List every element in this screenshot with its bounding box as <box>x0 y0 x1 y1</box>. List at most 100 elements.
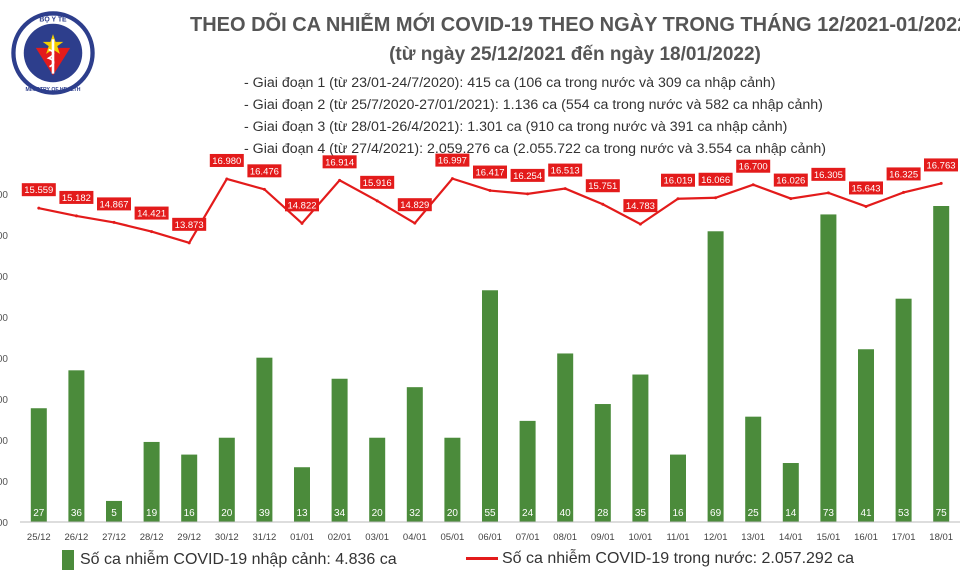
x-tick-label: 27/12 <box>102 532 126 543</box>
line-value-label: 14.421 <box>137 209 166 220</box>
bar-value-label: 16 <box>672 508 684 519</box>
x-tick-label: 29/12 <box>177 532 201 543</box>
x-tick-label: 06/01 <box>478 532 502 543</box>
line-label-box <box>59 190 94 204</box>
bar-value-label: 5 <box>111 508 117 519</box>
y-tick-label: 000 <box>0 190 8 201</box>
line-value-label: 16.980 <box>212 156 241 167</box>
line-label-box <box>247 164 282 178</box>
bar <box>632 374 649 522</box>
y-tick-label: 000 <box>0 354 8 365</box>
chart-title: THEO DÕI CA NHIỄM MỚI COVID-19 THEO NGÀY… <box>190 14 960 36</box>
y-tick-label: 000 <box>0 395 8 406</box>
bar-value-label: 14 <box>785 508 797 519</box>
line-label-box <box>811 167 846 181</box>
bar <box>782 463 799 522</box>
bar-value-label: 34 <box>334 508 346 519</box>
bar-value-label: 36 <box>71 508 83 519</box>
bar-value-label: 27 <box>33 508 45 519</box>
bar-value-label: 53 <box>898 508 910 519</box>
bar-value-label: 28 <box>597 508 609 519</box>
line-point <box>939 181 943 185</box>
line-point <box>864 204 868 208</box>
line-label-box <box>623 199 658 213</box>
x-tick-label: 08/01 <box>553 532 577 543</box>
x-tick-label: 10/01 <box>629 532 653 543</box>
bar-value-label: 35 <box>635 508 647 519</box>
line-value-label: 14.867 <box>99 199 128 210</box>
line-label-box <box>322 155 357 169</box>
line-label-box <box>736 159 771 173</box>
line-value-label: 16.019 <box>663 176 692 187</box>
x-tick-label: 11/01 <box>666 532 689 543</box>
bar <box>670 454 686 522</box>
line-label-box <box>510 168 545 182</box>
x-tick-label: 12/01 <box>704 532 728 543</box>
legend-bars-label: Số ca nhiễm COVID-19 nhập cảnh: 4.836 ca <box>80 551 397 569</box>
line-point <box>300 221 304 225</box>
bar-value-label: 19 <box>146 508 158 519</box>
x-tick-label: 01/01 <box>290 532 314 543</box>
line-value-label: 14.783 <box>626 201 655 212</box>
x-tick-label: 07/01 <box>516 532 540 543</box>
line-value-label: 15.559 <box>24 185 53 196</box>
line-value-label: 15.182 <box>62 193 91 204</box>
x-tick-label: 31/12 <box>253 532 277 543</box>
x-tick-label: 17/01 <box>892 532 916 543</box>
legend-line-swatch <box>466 557 498 561</box>
bar <box>594 404 611 522</box>
bar-value-label: 16 <box>184 508 196 519</box>
bar-value-label: 20 <box>221 508 233 519</box>
line-value-label: 15.916 <box>363 178 392 189</box>
bar <box>519 420 536 522</box>
line-point <box>37 206 41 210</box>
line-value-label: 16.254 <box>513 171 542 182</box>
bar <box>30 408 47 522</box>
line-label-box <box>360 175 395 189</box>
line-label-box <box>548 163 583 177</box>
phase-1: - Giai đoạn 1 (từ 23/01-24/7/2020): 415 … <box>244 75 776 91</box>
line-point <box>225 177 229 181</box>
line-label-box <box>773 173 808 187</box>
phase-summary: - Giai đoạn 1 (từ 23/01-24/7/2020): 415 … <box>244 72 826 160</box>
phase-3: - Giai đoạn 3 (từ 28/01-26/4/2021): 1.30… <box>244 119 788 135</box>
bar <box>933 206 950 522</box>
line-label-box <box>924 158 958 172</box>
bar-value-label: 40 <box>560 508 572 519</box>
bar <box>68 370 85 522</box>
x-tick-label: 03/01 <box>365 532 389 543</box>
line-value-label: 15.751 <box>588 181 617 192</box>
line-value-label: 16.763 <box>926 160 955 171</box>
bar <box>256 357 273 522</box>
line-label-box <box>473 165 507 179</box>
line-label-box <box>849 181 883 195</box>
y-tick-label: 000 <box>0 272 8 283</box>
line-value-label: 16.476 <box>250 166 279 177</box>
legend-line-label: Số ca nhiễm COVID-19 trong nước: 2.057.2… <box>502 550 855 567</box>
line-point <box>338 178 342 182</box>
line-point <box>563 187 567 191</box>
x-tick-label: 25/12 <box>27 532 51 543</box>
bar <box>820 214 837 522</box>
ministry-logo: BỘ Y TẾ MINISTRY OF HEALTH <box>11 11 95 95</box>
line-value-label: 16.997 <box>438 156 467 167</box>
line-value-label: 16.914 <box>325 157 354 168</box>
line-value-label: 16.026 <box>776 176 805 187</box>
bar-value-label: 25 <box>748 508 760 519</box>
bar <box>707 231 724 522</box>
x-tick-label: 28/12 <box>140 532 164 543</box>
line-label-box <box>285 198 319 212</box>
phase-4: - Giai đoạn 4 (từ 27/4/2021): 2.059.276 … <box>244 141 826 157</box>
line-label-box <box>585 179 620 193</box>
line-point <box>902 190 906 194</box>
line-label-box <box>886 167 921 181</box>
line-label-box <box>172 217 207 231</box>
line-value-label: 14.829 <box>400 200 429 211</box>
line-point <box>676 197 680 201</box>
legend-bar-swatch <box>62 550 74 570</box>
bar-value-label: 20 <box>447 508 459 519</box>
line-label-box <box>21 183 56 197</box>
bar-value-label: 13 <box>296 508 308 519</box>
line-value-label: 16.700 <box>739 162 768 173</box>
